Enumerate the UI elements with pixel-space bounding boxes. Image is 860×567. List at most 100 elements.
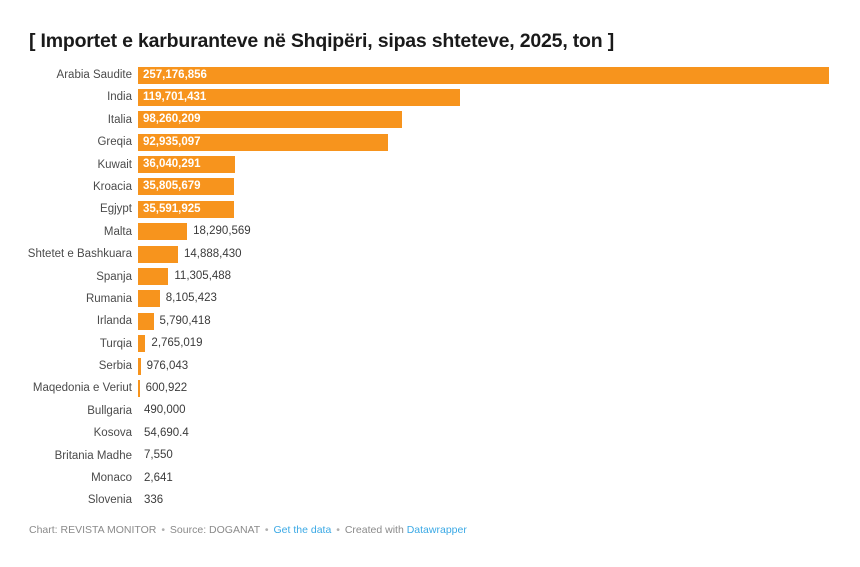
bar-row: Kroacia 35,805,679 bbox=[0, 176, 860, 198]
bar-row: Serbia 976,043 bbox=[0, 355, 860, 377]
footer-source-credit: Source: DOGANAT bbox=[169, 524, 260, 536]
category-label: Bullgaria bbox=[87, 404, 132, 417]
bar-row: Maqedonia e Veriut 600,922 bbox=[0, 377, 860, 399]
bar[interactable] bbox=[138, 379, 140, 397]
bar-value-label: 98,260,209 bbox=[143, 113, 201, 126]
bar-value-label: 336 bbox=[144, 493, 164, 506]
bar-value-label: 36,040,291 bbox=[143, 158, 201, 171]
bar-row: Italia 98,260,209 bbox=[0, 109, 860, 131]
category-label: India bbox=[107, 91, 132, 104]
bar-track: 2,641 bbox=[138, 467, 860, 489]
bar[interactable] bbox=[138, 200, 234, 218]
category-label: Spanja bbox=[96, 270, 132, 283]
bar-value-label: 600,922 bbox=[145, 381, 188, 394]
bar[interactable] bbox=[138, 111, 402, 129]
bar-track: 14,888,430 bbox=[138, 243, 860, 265]
bar-value-label: 35,805,679 bbox=[143, 180, 201, 193]
bar-row: Britania Madhe 7,550 bbox=[0, 445, 860, 467]
bar-row: Greqia 92,935,097 bbox=[0, 131, 860, 153]
footer-chart-credit: Chart: REVISTA MONITOR bbox=[29, 524, 157, 536]
bar-track: 98,260,209 bbox=[138, 109, 860, 131]
bar-track: 18,290,569 bbox=[138, 221, 860, 243]
bar-track: 35,805,679 bbox=[138, 176, 860, 198]
category-label: Kuwait bbox=[97, 158, 132, 171]
bar-value-label: 2,765,019 bbox=[151, 337, 203, 350]
bar[interactable] bbox=[138, 133, 388, 151]
bar-value-label: 92,935,097 bbox=[143, 135, 201, 148]
category-label: Shtetet e Bashkuara bbox=[27, 248, 132, 261]
category-label: Britania Madhe bbox=[54, 449, 132, 462]
category-label: Maqedonia e Veriut bbox=[32, 382, 132, 395]
category-label: Kosova bbox=[93, 427, 132, 440]
bar-row: Kuwait 36,040,291 bbox=[0, 154, 860, 176]
bar-value-label: 5,790,418 bbox=[159, 314, 211, 327]
bar-track: 2,765,019 bbox=[138, 333, 860, 355]
category-label: Slovenia bbox=[87, 494, 132, 507]
footer-created-with-label: Created with bbox=[344, 524, 404, 536]
bar-row: India 119,701,431 bbox=[0, 86, 860, 108]
bar-row: Irlanda 5,790,418 bbox=[0, 310, 860, 332]
bar-row: Bullgaria 490,000 bbox=[0, 400, 860, 422]
bar[interactable] bbox=[138, 66, 829, 84]
bar[interactable] bbox=[138, 268, 169, 286]
bar-value-label: 14,888,430 bbox=[184, 247, 242, 260]
bar[interactable] bbox=[138, 335, 146, 353]
bar-track: 119,701,431 bbox=[138, 86, 860, 108]
bar-track: 336 bbox=[138, 489, 860, 511]
bar-track: 600,922 bbox=[138, 377, 860, 399]
category-label: Turqia bbox=[99, 337, 132, 350]
bar-value-label: 2,641 bbox=[144, 471, 173, 484]
bar-value-label: 257,176,856 bbox=[143, 68, 207, 81]
chart-footer: Chart: REVISTA MONITOR • Source: DOGANAT… bbox=[29, 523, 467, 537]
chart-title: [ Importet e karburanteve në Shqipëri, s… bbox=[29, 30, 614, 52]
bar-value-label: 35,591,925 bbox=[143, 202, 201, 215]
bar-value-label: 18,290,569 bbox=[193, 225, 251, 238]
bar[interactable] bbox=[138, 245, 178, 263]
bar[interactable] bbox=[138, 156, 235, 174]
bar[interactable] bbox=[138, 290, 160, 308]
bar-row: Egjypt 35,591,925 bbox=[0, 198, 860, 220]
category-label: Greqia bbox=[97, 136, 132, 149]
bar-track: 36,040,291 bbox=[138, 154, 860, 176]
datawrapper-link[interactable]: Datawrapper bbox=[406, 524, 467, 536]
bar-track: 11,305,488 bbox=[138, 266, 860, 288]
bar-value-label: 976,043 bbox=[146, 359, 189, 372]
category-label: Irlanda bbox=[96, 315, 132, 328]
bar-row: Slovenia 336 bbox=[0, 489, 860, 511]
bar-row: Arabia Saudite 257,176,856 bbox=[0, 64, 860, 86]
bar[interactable] bbox=[138, 223, 188, 241]
bar[interactable] bbox=[138, 312, 154, 330]
bar-value-label: 119,701,431 bbox=[143, 90, 207, 103]
category-label: Malta bbox=[103, 225, 132, 238]
bar-row: Shtetet e Bashkuara 14,888,430 bbox=[0, 243, 860, 265]
bar-track: 5,790,418 bbox=[138, 310, 860, 332]
bar-value-label: 7,550 bbox=[144, 449, 173, 462]
footer-separator-1: • bbox=[161, 524, 165, 536]
bar-track: 92,935,097 bbox=[138, 131, 860, 153]
category-label: Rumania bbox=[85, 292, 132, 305]
category-label: Arabia Saudite bbox=[56, 69, 132, 81]
category-label: Egjypt bbox=[100, 203, 132, 216]
category-label: Kroacia bbox=[93, 180, 132, 193]
bar-row: Monaco 2,641 bbox=[0, 467, 860, 489]
bar-track: 490,000 bbox=[138, 400, 860, 422]
bar-row: Rumania 8,105,423 bbox=[0, 288, 860, 310]
bar-value-label: 490,000 bbox=[144, 404, 186, 417]
bar-track: 976,043 bbox=[138, 355, 860, 377]
bar-row: Kosova 54,690.4 bbox=[0, 422, 860, 444]
bar[interactable] bbox=[138, 178, 235, 196]
footer-separator-2: • bbox=[264, 524, 269, 536]
bar-value-label: 11,305,488 bbox=[174, 270, 232, 283]
get-the-data-link[interactable]: Get the data bbox=[273, 524, 332, 536]
bar-track: 257,176,856 bbox=[138, 64, 860, 86]
bar[interactable] bbox=[138, 357, 141, 375]
bar-value-label: 54,690.4 bbox=[144, 426, 189, 439]
bar[interactable] bbox=[138, 88, 460, 106]
footer-separator-3: • bbox=[336, 524, 340, 536]
category-label: Serbia bbox=[98, 360, 132, 373]
category-label: Monaco bbox=[91, 472, 132, 485]
bar-track: 54,690.4 bbox=[138, 422, 860, 444]
bar-row: Malta 18,290,569 bbox=[0, 221, 860, 243]
bar-chart-plot-area: Arabia Saudite 257,176,856 India 119,701,43… bbox=[0, 64, 860, 512]
